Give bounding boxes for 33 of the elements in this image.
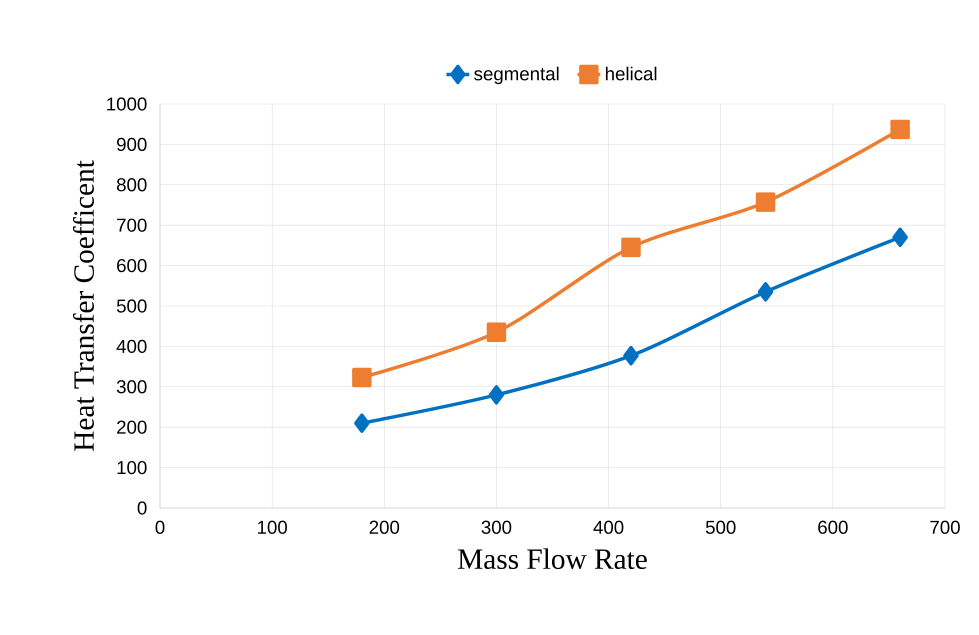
point	[486, 322, 506, 342]
point	[890, 120, 910, 140]
point	[352, 368, 372, 388]
x-tick-label: 0	[156, 520, 164, 534]
x-tick-label: 200	[370, 520, 400, 534]
y-tick-label: 700	[117, 218, 147, 232]
y-tick-label: 400	[116, 340, 147, 354]
point	[621, 238, 641, 258]
x-tick-label: 300	[482, 520, 512, 534]
y-tick-label: 100	[118, 460, 147, 474]
point	[488, 385, 504, 405]
point	[354, 413, 370, 433]
y-tick-label: 300	[116, 380, 147, 394]
x-tick-label: 400	[593, 520, 624, 534]
legend-label: helical	[606, 66, 656, 80]
x-axis-title: Mass Flow Rate	[458, 548, 647, 570]
x-tick-label: 700	[930, 520, 960, 534]
y-tick-label: 200	[117, 420, 147, 434]
y-tick-label: 0	[138, 501, 147, 515]
point	[758, 282, 774, 302]
y-tick-label: 600	[117, 258, 147, 272]
point	[756, 192, 776, 212]
point	[892, 228, 908, 248]
legend-label: segmental	[474, 66, 559, 84]
x-tick-label: 600	[818, 520, 848, 534]
y-tick-label: 900	[117, 138, 147, 152]
x-tick-label: 500	[706, 520, 736, 534]
y-axis-title: Heat Transfer Coefficent	[73, 160, 94, 451]
y-tick-label: 800	[116, 178, 147, 192]
x-tick-label: 100	[258, 520, 287, 534]
y-tick-label: 1000	[107, 97, 147, 111]
y-tick-label: 500	[116, 299, 147, 313]
point	[623, 346, 639, 366]
